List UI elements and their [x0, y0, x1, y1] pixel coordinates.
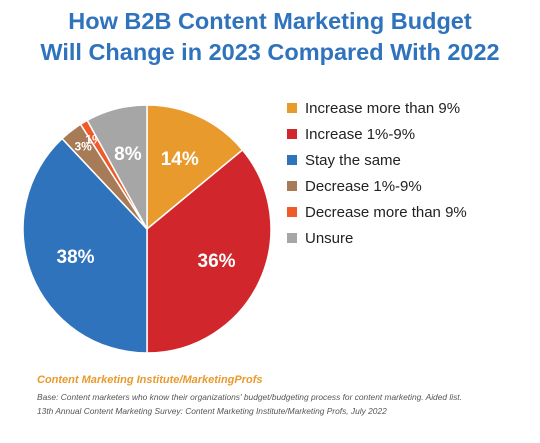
legend-item: Unsure	[287, 225, 467, 251]
legend-item: Stay the same	[287, 147, 467, 173]
legend-label: Decrease 1%-9%	[305, 177, 422, 195]
legend-item: Increase 1%-9%	[287, 121, 467, 147]
chart-title-line-2: Will Change in 2023 Compared With 2022	[40, 39, 500, 65]
legend-item: Increase more than 9%	[287, 95, 467, 121]
slice-unsure	[86, 104, 148, 230]
slice-increase-more-than-9	[146, 104, 244, 231]
legend-label: Stay the same	[305, 151, 401, 169]
legend-swatch	[287, 181, 297, 191]
legend-swatch	[287, 233, 297, 243]
chart-title-line-1: How B2B Content Marketing Budget	[68, 8, 472, 34]
chart-title: How B2B Content Marketing Budget Will Ch…	[0, 6, 540, 68]
base-note: Base: Content marketers who know their o…	[37, 392, 462, 402]
slice-value-label: 8%	[114, 144, 142, 165]
legend-label: Decrease more than 9%	[305, 203, 467, 221]
legend-swatch	[287, 129, 297, 139]
legend-label: Unsure	[305, 229, 354, 247]
slice-stay-the-same	[22, 137, 148, 354]
legend-item: Decrease more than 9%	[287, 199, 467, 225]
legend: Increase more than 9% Increase 1%-9% Sta…	[287, 95, 467, 251]
slice-value-label: 36%	[198, 251, 236, 272]
pie-chart: 14%36%38%3%1%8%	[22, 104, 272, 354]
slice-value-label: 38%	[57, 247, 95, 268]
legend-swatch	[287, 155, 297, 165]
legend-label: Increase 1%-9%	[305, 125, 416, 143]
legend-item: Decrease 1%-9%	[287, 173, 467, 199]
slice-value-label: 14%	[161, 149, 199, 170]
legend-label: Increase more than 9%	[305, 99, 461, 117]
legend-swatch	[287, 207, 297, 217]
source-title: Content Marketing Institute/MarketingPro…	[37, 374, 263, 386]
slice-value-label: 3%	[74, 140, 92, 154]
legend-swatch	[287, 103, 297, 113]
slice-increase-1-9	[146, 148, 272, 354]
survey-note: 13th Annual Content Marketing Survey: Co…	[37, 406, 387, 416]
